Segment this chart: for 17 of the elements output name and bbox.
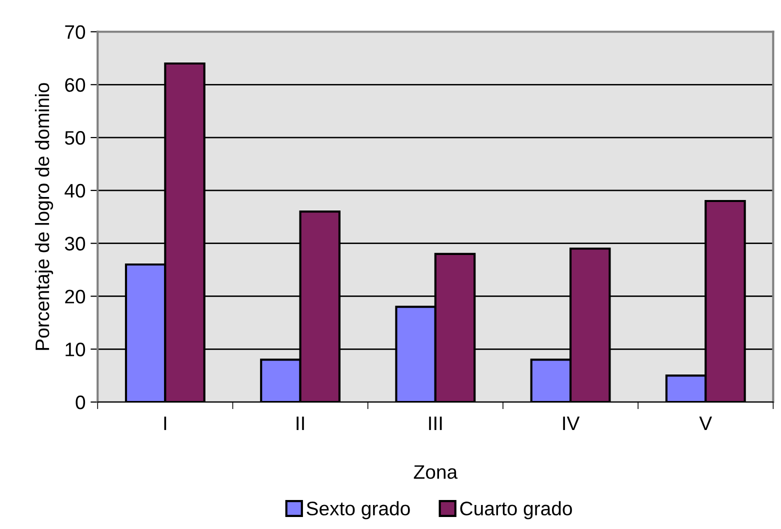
x-tick-label: V: [699, 416, 712, 430]
y-tick-label: 70: [65, 25, 86, 39]
legend-label: Sexto grado: [306, 501, 410, 520]
x-axis-title: Zona: [414, 465, 458, 479]
x-tick-label: I: [164, 416, 166, 430]
x-tick-label: IV: [563, 416, 580, 430]
y-tick-label: 40: [64, 184, 86, 198]
x-tick-label: II: [296, 416, 304, 430]
y-tick-label: 20: [65, 290, 86, 304]
legend-label: Cuarto grado: [460, 501, 572, 520]
y-tick-label: 60: [65, 78, 86, 92]
y-tick-label: 0: [76, 396, 86, 410]
y-axis-title: Porcentaje de logro de dominio: [34, 83, 54, 350]
y-tick-label: 50: [64, 131, 86, 145]
y-tick-label: 30: [64, 236, 86, 251]
y-tick-label: 10: [66, 342, 86, 356]
x-tick-label: III: [429, 416, 442, 430]
